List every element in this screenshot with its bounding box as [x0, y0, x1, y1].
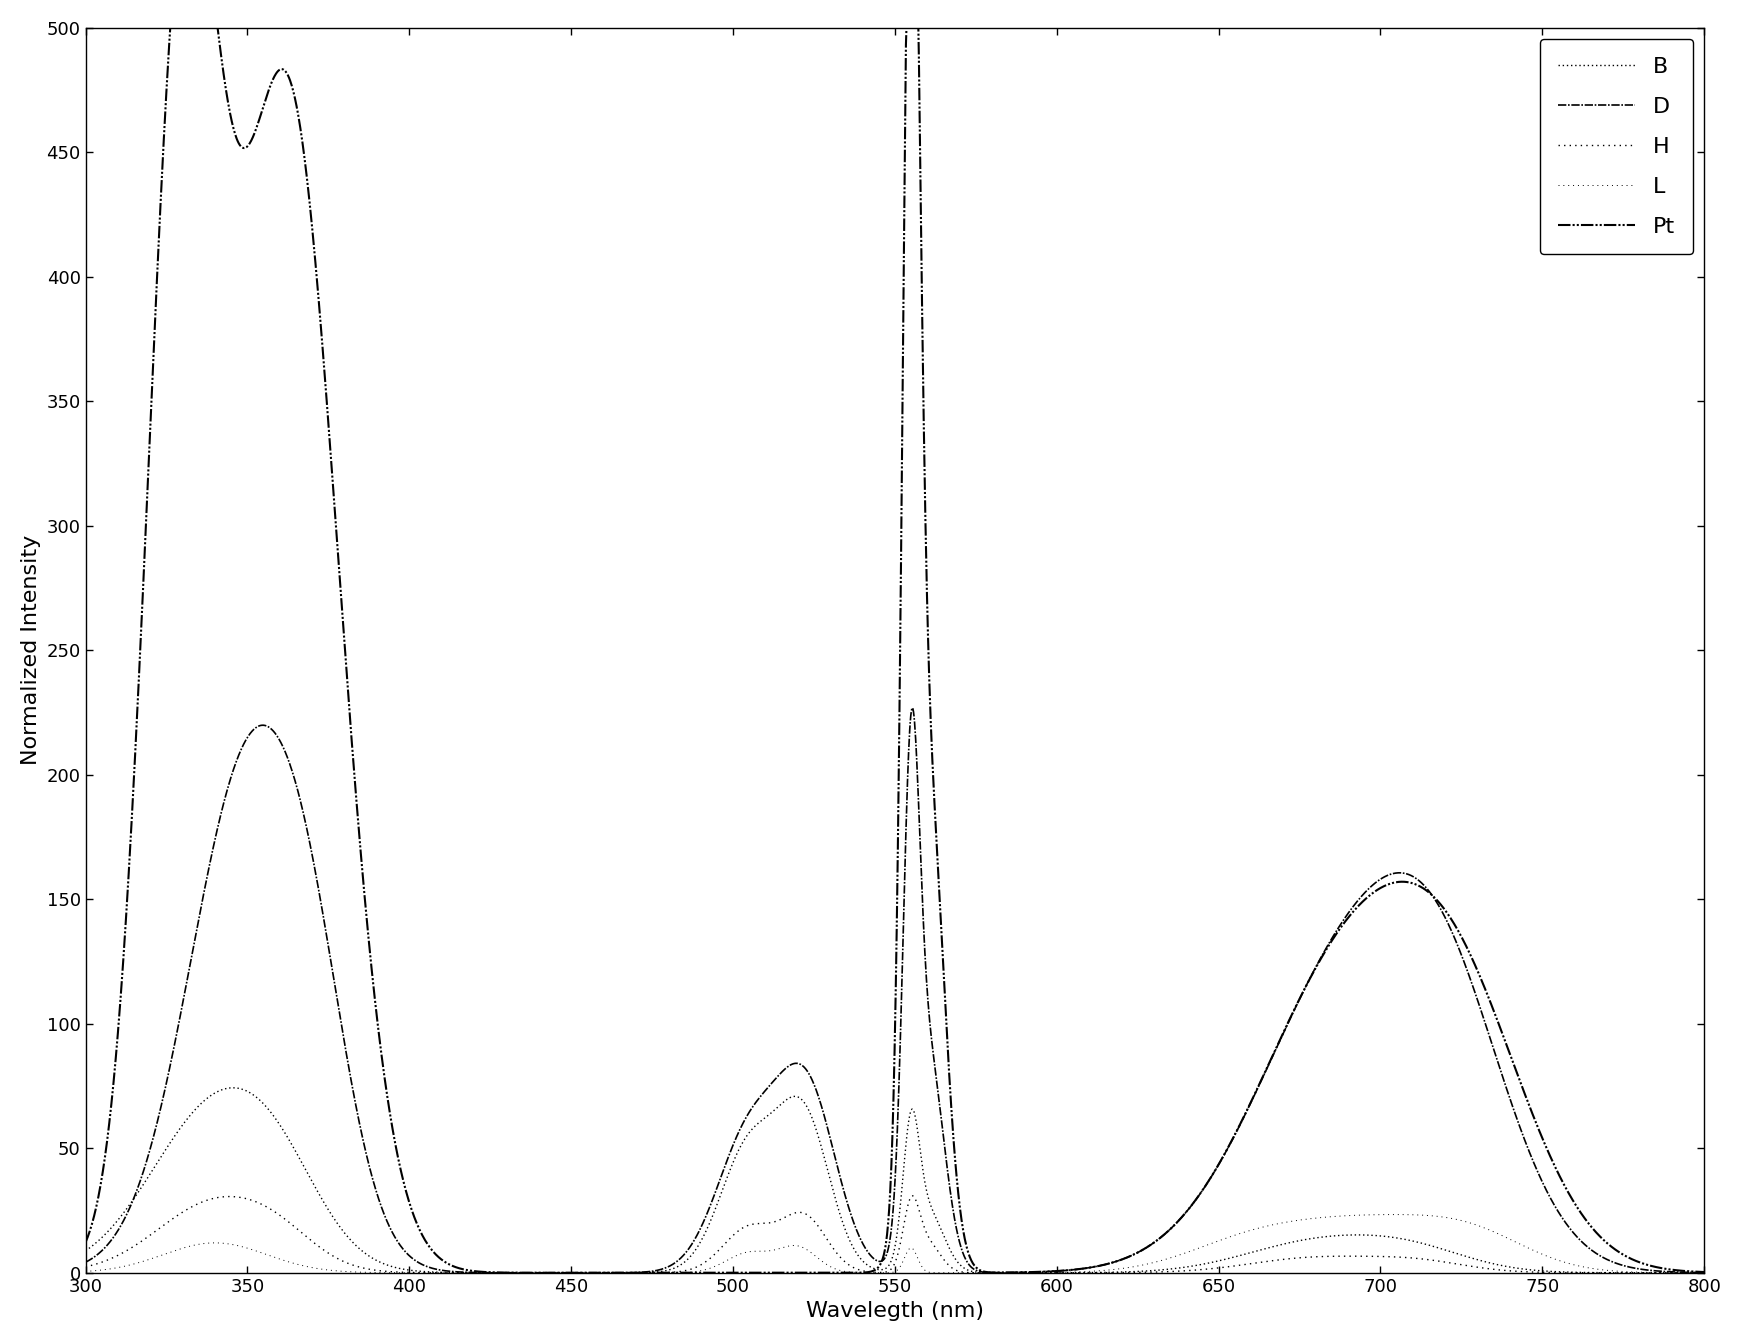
- H: [1693, 1264, 1714, 1280]
- Pt: [357, 911, 378, 927]
- H: [260, 1201, 280, 1217]
- B: [697, 1220, 718, 1236]
- L: [355, 1264, 376, 1280]
- D: [902, 699, 923, 715]
- Legend: B, D, H, L, Pt: B, D, H, L, Pt: [1540, 39, 1693, 255]
- L: [766, 1241, 787, 1257]
- D: [355, 1146, 376, 1162]
- Pt: [1489, 1017, 1510, 1033]
- L: [575, 1264, 596, 1280]
- D: [766, 1070, 787, 1086]
- H: [573, 1264, 594, 1280]
- Line: H: H: [85, 1196, 1704, 1272]
- H: [697, 1253, 718, 1270]
- D: [1664, 1264, 1685, 1280]
- B: [1664, 1264, 1685, 1280]
- B: [766, 1099, 787, 1115]
- Pt: [260, 76, 280, 93]
- Pt: [671, 1264, 692, 1280]
- L: [1383, 1206, 1404, 1223]
- D: [697, 1206, 718, 1223]
- Y-axis label: Normalized Intensity: Normalized Intensity: [21, 535, 40, 765]
- Line: B: B: [85, 1088, 1704, 1272]
- D: [75, 1255, 96, 1271]
- L: [1664, 1264, 1685, 1280]
- L: [697, 1261, 718, 1278]
- B: [571, 1264, 592, 1280]
- Line: Pt: Pt: [85, 28, 1704, 1272]
- B: [260, 1104, 280, 1121]
- Line: L: L: [85, 1215, 1704, 1272]
- H: [766, 1213, 787, 1229]
- Pt: [75, 1235, 96, 1251]
- Pt: [160, 20, 181, 36]
- L: [260, 1248, 280, 1264]
- H: [75, 1259, 96, 1275]
- B: [223, 1080, 244, 1096]
- B: [75, 1243, 96, 1259]
- L: [1489, 1227, 1510, 1243]
- Line: D: D: [85, 707, 1704, 1272]
- Pt: [1693, 1264, 1714, 1280]
- H: [1489, 1261, 1510, 1278]
- X-axis label: Wavelegth (nm): Wavelegth (nm): [807, 1302, 984, 1321]
- D: [1693, 1264, 1714, 1280]
- Pt: [1664, 1261, 1685, 1278]
- D: [260, 719, 280, 735]
- H: [355, 1260, 376, 1276]
- B: [357, 1247, 378, 1263]
- D: [563, 1264, 584, 1280]
- Pt: [766, 1264, 787, 1280]
- Pt: [697, 1264, 718, 1280]
- B: [1489, 1257, 1510, 1274]
- D: [1489, 1057, 1510, 1074]
- H: [902, 1188, 923, 1204]
- H: [1664, 1264, 1685, 1280]
- B: [1693, 1264, 1714, 1280]
- L: [1693, 1264, 1714, 1280]
- L: [75, 1263, 96, 1279]
